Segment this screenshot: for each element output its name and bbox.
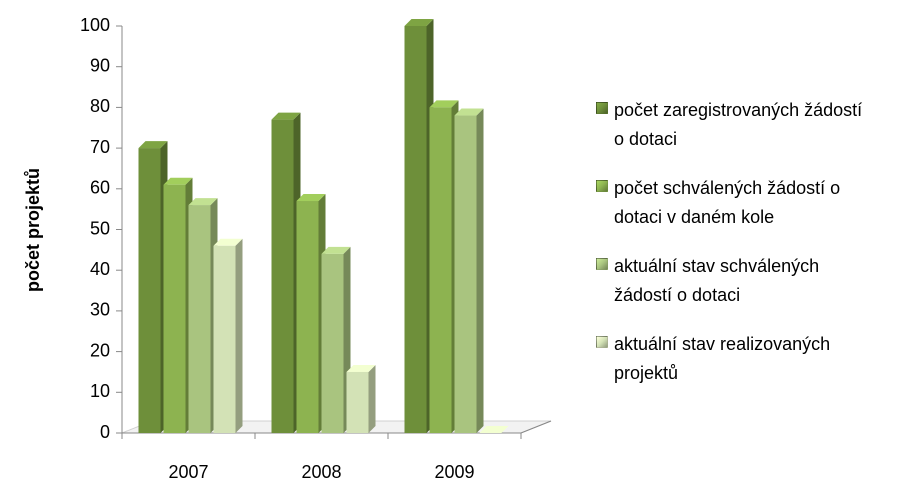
y-tick-label: 40 (90, 259, 110, 279)
bar-top (404, 19, 434, 26)
legend-marker (596, 180, 608, 192)
bar (346, 371, 369, 433)
legend-label: aktuální stav realizovaných projektů (614, 334, 831, 383)
bar-side (235, 238, 243, 433)
y-tick-label: 90 (90, 55, 110, 75)
bar (296, 201, 319, 433)
bar (271, 119, 294, 434)
y-axis-label: počet projektů (23, 168, 43, 292)
bar (213, 245, 236, 433)
x-tick-label: 2007 (168, 462, 208, 482)
bar-top (346, 364, 376, 372)
bar-top (271, 112, 301, 120)
y-tick-label: 70 (90, 137, 110, 157)
legend-entry: aktuální stav schválených žádostí o dota… (596, 252, 896, 310)
bar-top (296, 194, 326, 202)
bar-side (476, 108, 484, 433)
legend-entry: počet zaregistrovaných žádostí o dotaci (596, 96, 896, 154)
bar (404, 26, 427, 433)
legend: počet zaregistrovaných žádostí o dotaci p… (596, 96, 896, 408)
legend-label: aktuální stav schválených žádostí o dota… (614, 256, 820, 305)
y-tick-label: 20 (90, 340, 110, 360)
y-tick-label: 60 (90, 178, 110, 198)
legend-entry: počet schválených žádostí o dotaci v dan… (596, 174, 896, 232)
bar-top (188, 198, 218, 206)
legend-label: počet schválených žádostí o dotaci v dan… (614, 178, 841, 227)
bar (321, 253, 344, 433)
y-tick-label: 30 (90, 300, 110, 320)
bar-top (163, 177, 193, 185)
bar (138, 148, 161, 433)
legend-marker (596, 258, 608, 270)
x-tick-label: 2008 (301, 462, 341, 482)
y-tick-label: 10 (90, 381, 110, 401)
y-tick-label: 50 (90, 218, 110, 238)
bar-side (368, 364, 376, 433)
bar-top (321, 246, 351, 254)
y-tick-label: 80 (90, 96, 110, 116)
bar-top (213, 238, 243, 246)
bar (429, 107, 452, 434)
y-tick-label: 100 (80, 15, 110, 35)
legend-entry: aktuální stav realizovaných projektů (596, 330, 896, 388)
bar (454, 115, 477, 433)
x-tick-label: 2009 (434, 462, 474, 482)
bar-top (479, 426, 509, 433)
y-tick-label: 0 (100, 422, 110, 442)
bar-top (138, 141, 168, 149)
bar (188, 205, 211, 433)
bar-top (429, 100, 459, 108)
bar (163, 184, 186, 433)
bar-top (454, 108, 484, 116)
legend-label: počet zaregistrovaných žádostí o dotaci (614, 100, 863, 149)
legend-marker (596, 102, 608, 114)
legend-marker (596, 336, 608, 348)
